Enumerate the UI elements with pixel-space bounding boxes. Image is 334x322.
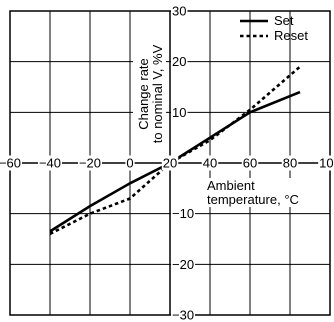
y-tick-label: −30 xyxy=(172,308,194,322)
x-tick-label: −60 xyxy=(0,156,21,171)
x-tick-label: 20 xyxy=(163,156,177,171)
tick-label-background xyxy=(171,206,196,222)
x-axis-title-background xyxy=(205,178,301,207)
y-tick-label: 10 xyxy=(172,105,186,120)
y-tick-label: −10 xyxy=(172,206,194,221)
x-tick-label: 0 xyxy=(126,156,133,171)
y-tick-label: −20 xyxy=(172,257,194,272)
tick-label-background xyxy=(171,256,196,272)
y-axis-title: Change rate to nominal V, %V xyxy=(133,34,166,154)
x-tick-label: −40 xyxy=(39,156,61,171)
tick-label-background xyxy=(125,155,135,171)
tick-label-background xyxy=(171,3,188,19)
tick-label-background xyxy=(241,155,259,171)
tick-label-background xyxy=(171,307,196,322)
tick-label-background xyxy=(77,155,103,171)
tick-label-background xyxy=(281,155,299,171)
x-tick-label: −20 xyxy=(79,156,101,171)
tick-label-background xyxy=(171,54,188,70)
y-tick-label: 30 xyxy=(172,4,186,19)
y-axis-title-line: Change rate xyxy=(136,58,151,130)
x-axis-title-line: Ambient xyxy=(207,178,255,193)
tick-label-background xyxy=(161,155,179,171)
tick-label-background xyxy=(0,155,23,171)
legend-label-reset: Reset xyxy=(274,28,308,43)
y-axis-title-line: to nominal V, %V xyxy=(150,44,165,143)
legend-label-set: Set xyxy=(274,13,294,28)
tick-label-background xyxy=(37,155,63,171)
tick-label-background xyxy=(318,155,334,171)
x-tick-label: 60 xyxy=(243,156,257,171)
x-tick-label: 80 xyxy=(283,156,297,171)
y-tick-label: 20 xyxy=(172,54,186,69)
tick-labels: −60 −40 −20 0 20 40 60 80 100 −30 −20 −10 10 20 30 xyxy=(0,3,334,322)
x-axis-title-line: temperature, °C xyxy=(207,192,299,207)
x-tick-label: 100 xyxy=(319,156,334,171)
tick-label-background xyxy=(201,155,219,171)
series-line-reset xyxy=(49,65,301,236)
x-tick-label: 40 xyxy=(203,156,217,171)
y-axis-title-background xyxy=(133,34,166,154)
tick-label-background xyxy=(171,104,188,120)
